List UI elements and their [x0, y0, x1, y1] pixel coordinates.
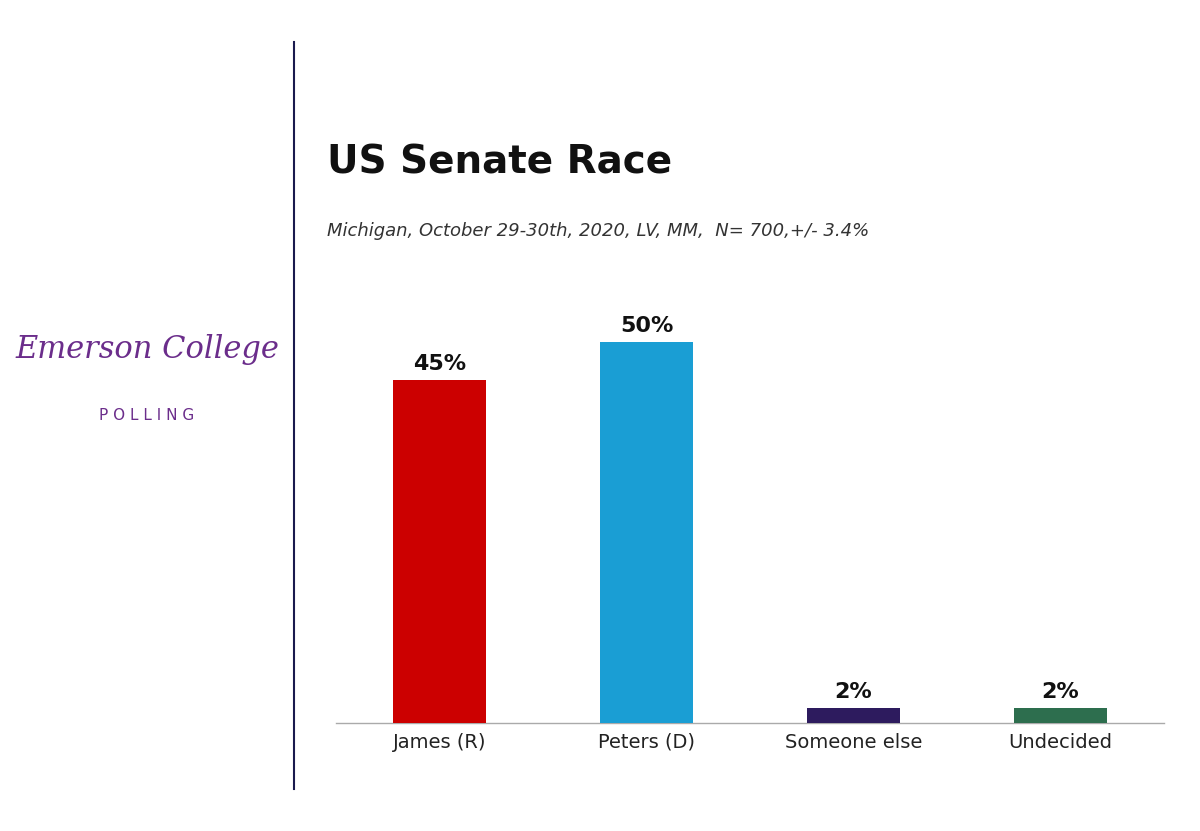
- Text: 2%: 2%: [835, 681, 872, 701]
- Text: 50%: 50%: [620, 316, 673, 336]
- Text: 2%: 2%: [1042, 681, 1079, 701]
- Text: Michigan, October 29-30th, 2020, LV, MM,  N= 700,+/- 3.4%: Michigan, October 29-30th, 2020, LV, MM,…: [328, 222, 870, 240]
- Text: 45%: 45%: [413, 354, 466, 374]
- Text: P O L L I N G: P O L L I N G: [100, 408, 194, 423]
- Text: Emerson College: Emerson College: [16, 333, 278, 365]
- Bar: [1014, 708, 1108, 723]
- Text: US Senate Race: US Senate Race: [328, 144, 672, 181]
- Bar: [806, 708, 900, 723]
- Bar: [600, 342, 694, 723]
- Bar: [392, 381, 486, 723]
